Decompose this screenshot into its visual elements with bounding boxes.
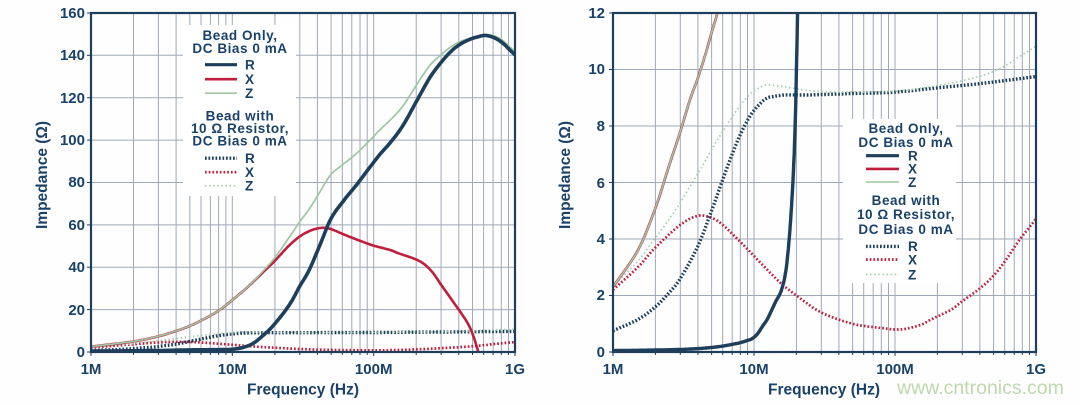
svg-text:DC Bias 0 mA: DC Bias 0 mA [858,135,953,150]
svg-text:120: 120 [60,90,85,107]
svg-text:Bead with: Bead with [206,109,275,124]
svg-text:60: 60 [68,217,85,234]
svg-text:10: 10 [588,61,605,78]
svg-text:10 Ω Resistor,: 10 Ω Resistor, [191,121,289,136]
svg-text:Impedance (Ω): Impedance (Ω) [34,121,51,229]
svg-text:4: 4 [597,231,606,248]
svg-text:8: 8 [597,118,605,135]
svg-text:100: 100 [60,132,85,149]
svg-text:Bead Only,: Bead Only, [868,121,943,136]
svg-text:0: 0 [77,344,85,361]
svg-text:R: R [245,151,255,166]
svg-text:DC Bias 0 mA: DC Bias 0 mA [858,222,953,237]
svg-text:20: 20 [68,302,85,319]
svg-text:X: X [908,252,918,267]
svg-text:Impedance (Ω): Impedance (Ω) [557,121,574,229]
svg-text:10M: 10M [739,361,768,378]
svg-text:100M: 100M [355,361,393,378]
svg-text:Z: Z [245,179,254,194]
svg-text:10 Ω Resistor,: 10 Ω Resistor, [857,207,955,222]
svg-text:140: 140 [60,47,85,64]
svg-text:Z: Z [245,86,254,101]
svg-text:40: 40 [68,259,85,276]
svg-text:100M: 100M [876,361,914,378]
svg-text:Bead with: Bead with [872,193,941,208]
svg-text:1G: 1G [505,361,525,378]
svg-text:12: 12 [588,5,605,22]
svg-text:Frequency (Hz): Frequency (Hz) [768,382,880,399]
svg-text:X: X [908,162,918,177]
svg-text:R: R [908,239,918,254]
svg-text:0: 0 [597,344,605,361]
svg-text:6: 6 [597,175,605,192]
svg-text:Z: Z [908,175,917,190]
svg-text:1M: 1M [603,361,624,378]
svg-text:2: 2 [597,287,605,304]
svg-text:80: 80 [68,174,85,191]
svg-text:160: 160 [60,5,85,22]
svg-text:X: X [245,165,255,180]
svg-text:Frequency (Hz): Frequency (Hz) [247,382,359,399]
svg-text:www.cntronics.com: www.cntronics.com [896,377,1064,399]
svg-text:1G: 1G [1026,361,1046,378]
svg-text:1M: 1M [81,361,102,378]
svg-text:DC Bias 0 mA: DC Bias 0 mA [192,134,287,149]
svg-text:Z: Z [908,267,917,282]
svg-text:X: X [245,72,255,87]
svg-text:R: R [908,149,918,164]
svg-text:R: R [245,58,255,73]
svg-text:10M: 10M [218,361,247,378]
svg-text:Bead Only,: Bead Only, [202,28,277,43]
svg-text:DC Bias 0 mA: DC Bias 0 mA [192,41,287,56]
